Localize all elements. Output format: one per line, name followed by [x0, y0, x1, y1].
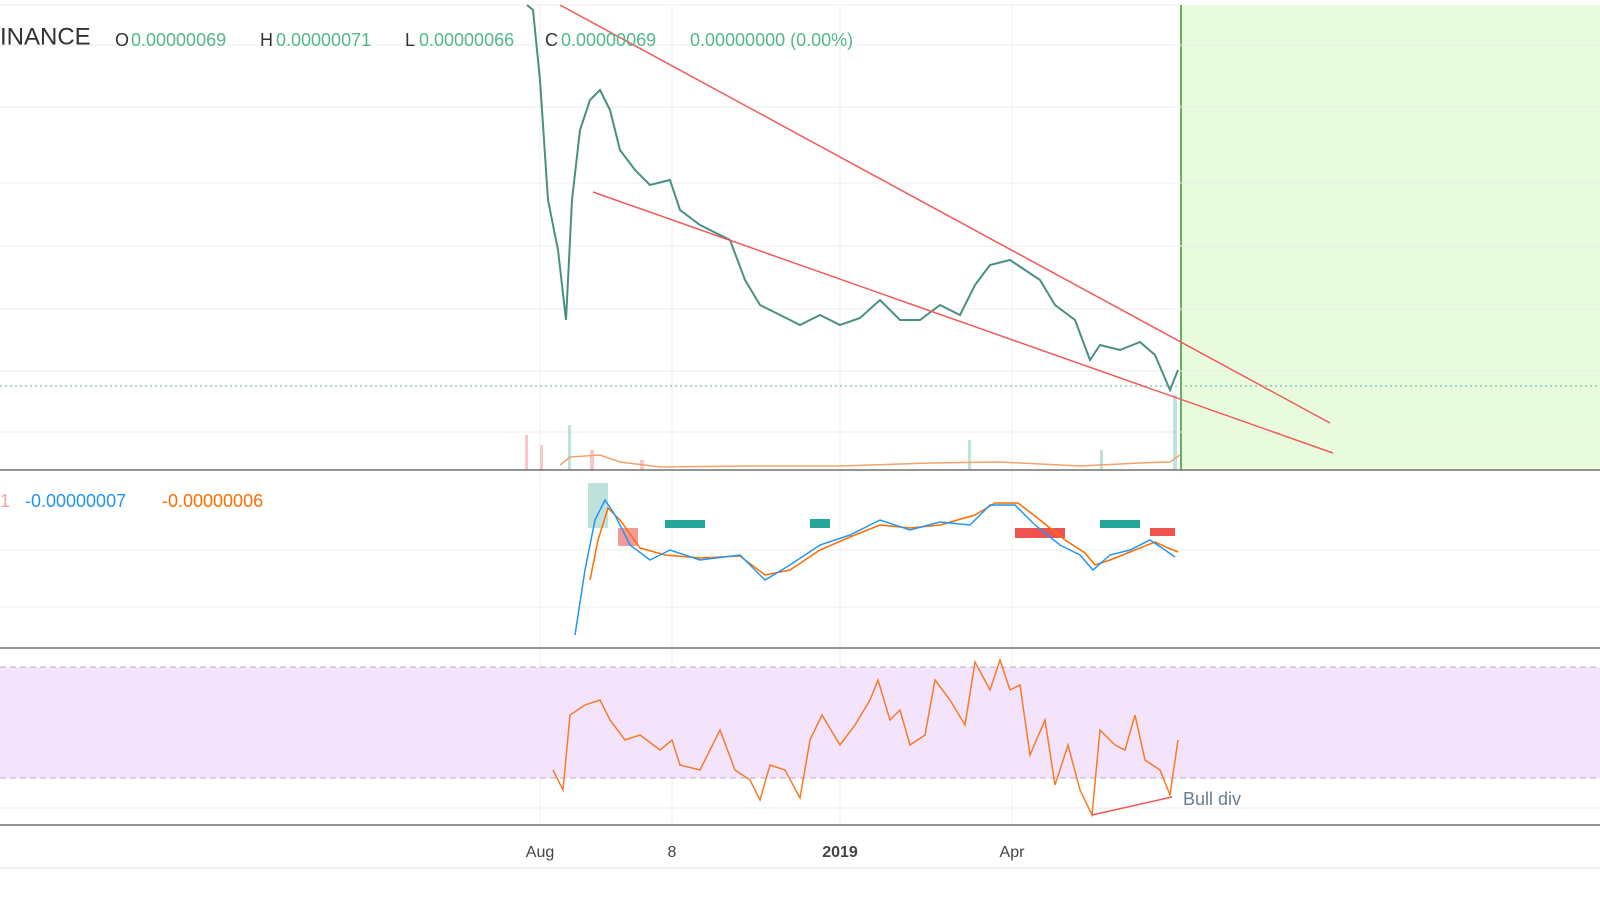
signal-value: -0.00000006: [162, 491, 263, 511]
macd-histogram: [588, 483, 1175, 546]
highlight-zone: [1180, 5, 1600, 470]
volume-ma: [559, 454, 1181, 468]
ohlc-value: 0.00000071: [276, 30, 371, 50]
macd-cut-value: 1: [0, 491, 10, 511]
wedge-lower: [592, 191, 1334, 454]
ohlc-label: O: [115, 30, 129, 50]
rsi-band: [0, 667, 1600, 778]
rsi-line: [552, 657, 1179, 818]
ohlc-label: L: [405, 30, 415, 50]
macd-value: -0.00000007: [25, 491, 126, 511]
time-label: Apr: [1000, 844, 1026, 861]
ohlc-value: 0.00000066: [419, 30, 514, 50]
ohlc: O 0.00000069 H 0.00000071 L 0.00000066 C…: [115, 30, 853, 50]
macd-line: [574, 498, 1176, 636]
change: 0.00000000 (0.00%): [690, 30, 853, 50]
time-label: Aug: [526, 844, 554, 861]
ohlc-value: 0.00000069: [131, 30, 226, 50]
ohlc-value: 0.00000069: [561, 30, 656, 50]
symbol: INANCE: [0, 23, 91, 50]
ohlc-label: C: [545, 30, 558, 50]
wedge-upper: [559, 4, 1331, 424]
annotation: Bull div: [1183, 789, 1241, 809]
signal-line: [589, 502, 1179, 581]
ohlc-label: H: [260, 30, 273, 50]
price-series: [526, 4, 1179, 393]
time-label: 8: [668, 844, 677, 861]
time-label: 2019: [822, 844, 858, 861]
time-axis: Aug 8 2019 Apr: [526, 844, 1025, 861]
divergence-line: [1091, 796, 1173, 816]
